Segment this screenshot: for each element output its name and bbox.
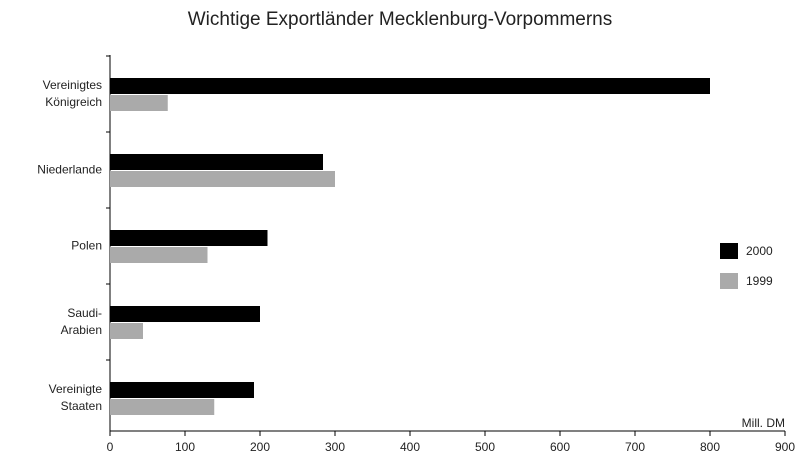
x-tick-label: 700 [625,440,645,454]
bar [110,154,323,170]
bar [110,95,168,111]
chart-title: Wichtige Exportländer Mecklenburg-Vorpom… [188,9,613,30]
legend-swatch [720,243,738,259]
legend-swatch [720,273,738,289]
bar [110,306,260,322]
x-axis-label: Mill. DM [742,416,785,430]
bar [110,78,710,94]
y-tick-label: Niederlande [37,162,102,177]
x-tick-label: 0 [107,440,114,454]
bar [110,382,254,398]
x-tick-label: 300 [325,440,345,454]
y-tick-label: Vereinigtes Königreich [42,78,102,109]
bar [110,323,143,339]
x-tick-label: 200 [250,440,270,454]
bar [110,171,335,187]
legend-label: 2000 [746,244,773,258]
x-tick-label: 900 [775,440,795,454]
x-tick-label: 800 [700,440,720,454]
y-tick-label: Polen [71,238,102,253]
bar [110,399,215,415]
legend-label: 1999 [746,274,773,288]
x-tick-label: 400 [400,440,420,454]
x-tick-label: 600 [550,440,570,454]
x-tick-label: 500 [475,440,495,454]
bar [110,247,208,263]
x-tick-label: 100 [175,440,195,454]
bar [110,230,268,246]
y-tick-label: Vereinigte Staaten [48,382,102,413]
y-tick-label: Saudi- Arabien [60,306,102,337]
